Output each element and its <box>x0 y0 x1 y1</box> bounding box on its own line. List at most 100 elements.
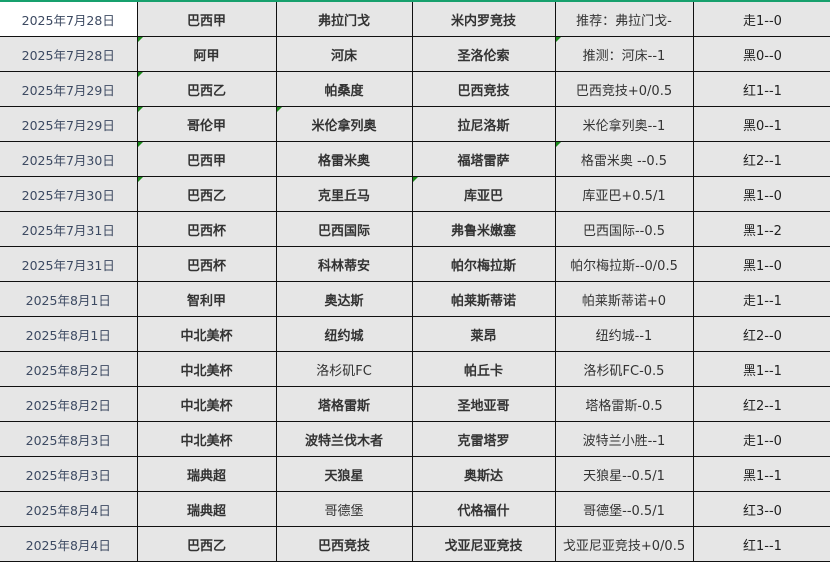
league-cell[interactable]: 巴西乙 <box>136 526 277 562</box>
away-cell[interactable]: 克雷塔罗 <box>411 421 556 457</box>
prediction-cell[interactable]: 帕尔梅拉斯--0/0.5 <box>554 246 694 282</box>
home-cell[interactable]: 米伦拿列奥 <box>275 106 413 142</box>
prediction-cell[interactable]: 帕莱斯蒂诺+0 <box>554 281 694 317</box>
prediction-cell[interactable]: 戈亚尼亚竞技+0/0.5 <box>554 526 694 562</box>
date-cell[interactable]: 2025年8月3日 <box>0 456 138 492</box>
away-cell[interactable]: 米内罗竞技 <box>411 2 556 37</box>
prediction-cell[interactable]: 米伦拿列奥--1 <box>554 106 694 142</box>
prediction-cell[interactable]: 哥德堡--0.5/1 <box>554 491 694 527</box>
away-cell[interactable]: 帕莱斯蒂诺 <box>411 281 556 317</box>
date-cell[interactable]: 2025年7月29日 <box>0 71 138 107</box>
away-cell[interactable]: 弗鲁米嫩塞 <box>411 211 556 247</box>
league-cell[interactable]: 巴西甲 <box>136 2 277 37</box>
away-cell[interactable]: 戈亚尼亚竞技 <box>411 526 556 562</box>
league-cell[interactable]: 哥伦甲 <box>136 106 277 142</box>
away-cell[interactable]: 莱昂 <box>411 316 556 352</box>
table-row: 2025年8月1日 中北美杯 纽约城 莱昂 纽约城--1 红2--0 <box>0 316 830 352</box>
table-row: 2025年8月2日 中北美杯 塔格雷斯 圣地亚哥 塔格雷斯-0.5 红2--1 <box>0 386 830 422</box>
prediction-cell[interactable]: 巴西竞技+0/0.5 <box>554 71 694 107</box>
league-cell[interactable]: 巴西杯 <box>136 246 277 282</box>
home-cell[interactable]: 克里丘马 <box>275 176 413 212</box>
date-cell[interactable]: 2025年8月1日 <box>0 281 138 317</box>
result-cell[interactable]: 黑1--1 <box>692 456 830 492</box>
away-cell[interactable]: 库亚巴 <box>411 176 556 212</box>
result-cell[interactable]: 走1--1 <box>692 281 830 317</box>
date-cell[interactable]: 2025年7月28日 <box>0 2 138 37</box>
away-cell[interactable]: 帕尔梅拉斯 <box>411 246 556 282</box>
home-cell[interactable]: 洛杉矶FC <box>275 351 413 387</box>
prediction-cell[interactable]: 库亚巴+0.5/1 <box>554 176 694 212</box>
prediction-cell[interactable]: 推荐：弗拉门戈- <box>554 2 694 37</box>
date-cell[interactable]: 2025年8月4日 <box>0 491 138 527</box>
away-cell[interactable]: 帕丘卡 <box>411 351 556 387</box>
home-cell[interactable]: 天狼星 <box>275 456 413 492</box>
away-cell[interactable]: 巴西竞技 <box>411 71 556 107</box>
result-cell[interactable]: 红2--0 <box>692 316 830 352</box>
result-cell[interactable]: 黑0--1 <box>692 106 830 142</box>
home-cell[interactable]: 哥德堡 <box>275 491 413 527</box>
prediction-cell[interactable]: 天狼星--0.5/1 <box>554 456 694 492</box>
league-cell[interactable]: 巴西乙 <box>136 71 277 107</box>
home-cell[interactable]: 纽约城 <box>275 316 413 352</box>
date-cell[interactable]: 2025年8月2日 <box>0 386 138 422</box>
result-cell[interactable]: 黑0--0 <box>692 36 830 72</box>
date-cell[interactable]: 2025年8月4日 <box>0 526 138 562</box>
result-cell[interactable]: 走1--0 <box>692 421 830 457</box>
league-cell[interactable]: 瑞典超 <box>136 456 277 492</box>
prediction-cell[interactable]: 洛杉矶FC-0.5 <box>554 351 694 387</box>
date-cell[interactable]: 2025年7月30日 <box>0 176 138 212</box>
home-cell[interactable]: 格雷米奥 <box>275 141 413 177</box>
home-cell[interactable]: 塔格雷斯 <box>275 386 413 422</box>
away-cell[interactable]: 代格福什 <box>411 491 556 527</box>
result-cell[interactable]: 黑1--1 <box>692 351 830 387</box>
away-cell[interactable]: 奥斯达 <box>411 456 556 492</box>
date-cell[interactable]: 2025年7月28日 <box>0 36 138 72</box>
league-cell[interactable]: 瑞典超 <box>136 491 277 527</box>
date-cell[interactable]: 2025年8月1日 <box>0 316 138 352</box>
result-cell[interactable]: 红1--1 <box>692 526 830 562</box>
league-cell[interactable]: 巴西甲 <box>136 141 277 177</box>
result-cell[interactable]: 红2--1 <box>692 386 830 422</box>
home-cell[interactable]: 科林蒂安 <box>275 246 413 282</box>
league-cell[interactable]: 阿甲 <box>136 36 277 72</box>
result-cell[interactable]: 走1--0 <box>692 2 830 37</box>
away-cell[interactable]: 福塔雷萨 <box>411 141 556 177</box>
home-cell[interactable]: 波特兰伐木者 <box>275 421 413 457</box>
home-cell[interactable]: 帕桑度 <box>275 71 413 107</box>
league-cell[interactable]: 中北美杯 <box>136 351 277 387</box>
prediction-cell[interactable]: 推测：河床--1 <box>554 36 694 72</box>
away-cell[interactable]: 圣地亚哥 <box>411 386 556 422</box>
result-cell[interactable]: 红2--1 <box>692 141 830 177</box>
home-cell[interactable]: 奥达斯 <box>275 281 413 317</box>
league-cell[interactable]: 智利甲 <box>136 281 277 317</box>
result-cell[interactable]: 黑1--0 <box>692 176 830 212</box>
prediction-cell[interactable]: 波特兰小胜--1 <box>554 421 694 457</box>
result-cell[interactable]: 红3--0 <box>692 491 830 527</box>
home-cell[interactable]: 巴西国际 <box>275 211 413 247</box>
prediction-cell[interactable]: 塔格雷斯-0.5 <box>554 386 694 422</box>
league-cell[interactable]: 中北美杯 <box>136 386 277 422</box>
prediction-cell[interactable]: 纽约城--1 <box>554 316 694 352</box>
away-cell[interactable]: 拉尼洛斯 <box>411 106 556 142</box>
result-cell[interactable]: 红1--1 <box>692 71 830 107</box>
date-cell[interactable]: 2025年7月31日 <box>0 211 138 247</box>
home-cell[interactable]: 弗拉门戈 <box>275 2 413 37</box>
league-cell[interactable]: 中北美杯 <box>136 316 277 352</box>
date-cell[interactable]: 2025年7月30日 <box>0 141 138 177</box>
result-cell[interactable]: 黑1--0 <box>692 246 830 282</box>
date-cell[interactable]: 2025年7月31日 <box>0 246 138 282</box>
date-cell[interactable]: 2025年8月2日 <box>0 351 138 387</box>
result-cell[interactable]: 黑1--2 <box>692 211 830 247</box>
home-cell[interactable]: 巴西竞技 <box>275 526 413 562</box>
league-cell[interactable]: 巴西杯 <box>136 211 277 247</box>
home-cell[interactable]: 河床 <box>275 36 413 72</box>
date-cell[interactable]: 2025年8月3日 <box>0 421 138 457</box>
prediction-cell[interactable]: 格雷米奥 --0.5 <box>554 141 694 177</box>
league-cell[interactable]: 巴西乙 <box>136 176 277 212</box>
prediction-cell[interactable]: 巴西国际--0.5 <box>554 211 694 247</box>
away-cell[interactable]: 圣洛伦索 <box>411 36 556 72</box>
date-cell[interactable]: 2025年7月29日 <box>0 106 138 142</box>
table-row: 2025年7月31日 巴西杯 科林蒂安 帕尔梅拉斯 帕尔梅拉斯--0/0.5 黑1--0 <box>0 246 830 282</box>
table-row: 2025年8月4日 巴西乙 巴西竞技 戈亚尼亚竞技 戈亚尼亚竞技+0/0.5 红1--1 <box>0 526 830 562</box>
league-cell[interactable]: 中北美杯 <box>136 421 277 457</box>
